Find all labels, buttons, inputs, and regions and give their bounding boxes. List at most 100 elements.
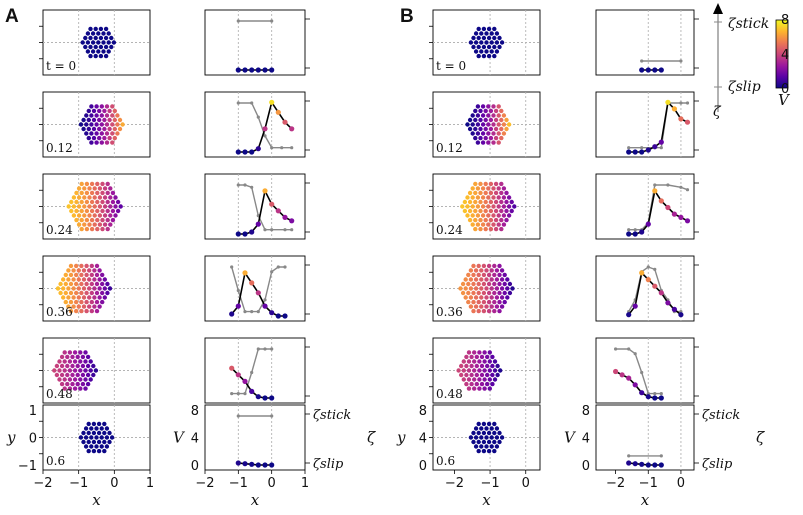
particle (501, 131, 507, 136)
particle (80, 381, 86, 387)
particle (501, 204, 507, 209)
particle (88, 44, 93, 50)
particle (98, 53, 104, 59)
particle (105, 217, 110, 223)
particle (490, 363, 495, 369)
particle (71, 277, 76, 282)
particle (491, 222, 496, 227)
particle (102, 135, 107, 141)
particle (492, 359, 498, 364)
velocity-point (665, 300, 671, 306)
particle (499, 435, 505, 440)
particle (104, 140, 110, 145)
particle (478, 117, 483, 123)
particle (486, 131, 491, 136)
particle (102, 222, 108, 227)
particle (499, 190, 504, 196)
particle (97, 117, 102, 123)
particle (489, 277, 494, 282)
particle (105, 290, 110, 296)
particle (81, 268, 87, 273)
particle (75, 372, 80, 378)
particle (499, 117, 504, 123)
particle (482, 350, 487, 355)
particle (78, 368, 83, 373)
particle (470, 213, 475, 218)
particle (466, 299, 471, 305)
particle (506, 213, 512, 218)
particle (93, 26, 98, 32)
particle (492, 44, 497, 50)
particle (105, 181, 110, 187)
particle (475, 222, 481, 227)
profile-y-tick-label: 4 (191, 432, 199, 447)
particle (87, 195, 92, 200)
particle (89, 140, 94, 145)
particle (473, 40, 479, 45)
particle (107, 126, 112, 132)
particle (496, 186, 501, 191)
particle (84, 299, 89, 305)
particle (483, 181, 488, 187)
particle (456, 368, 461, 373)
scatter-y-tick-label: 1 (29, 404, 37, 419)
particle (497, 290, 502, 296)
particle (97, 222, 103, 227)
time-label: 0.6 (436, 454, 455, 468)
particle (486, 448, 492, 454)
particle (74, 281, 79, 287)
scatter-x-tick-label: −2 (445, 476, 464, 491)
profile-y-tick-label: 8 (191, 404, 199, 419)
particle (94, 272, 100, 278)
profile-y-axis-label: V (173, 429, 186, 447)
particle (70, 354, 75, 360)
particle (91, 117, 97, 123)
particle (487, 350, 492, 355)
particle (499, 126, 504, 132)
particle (489, 444, 494, 449)
particle (67, 377, 73, 382)
particle (109, 435, 115, 440)
velocity-point (289, 218, 295, 224)
particle (468, 277, 474, 282)
particle (91, 372, 96, 378)
particle (66, 304, 71, 309)
particle (471, 272, 476, 278)
particle (488, 181, 494, 187)
particle (74, 272, 79, 278)
particle (476, 53, 481, 59)
particle (481, 53, 487, 59)
velocity-point (626, 312, 632, 318)
particle (94, 263, 100, 269)
velocity-point (658, 462, 664, 468)
particle (468, 435, 474, 440)
particle (83, 377, 88, 382)
velocity-point (275, 109, 281, 115)
particle (473, 108, 478, 114)
particle (75, 354, 80, 360)
particle (106, 49, 111, 54)
particle (496, 204, 501, 209)
particle (89, 226, 95, 232)
particle (506, 122, 512, 127)
particle (95, 217, 100, 223)
particle (68, 281, 74, 287)
particle (494, 40, 500, 45)
particle-cluster (66, 181, 123, 232)
particle (102, 286, 108, 291)
particle (89, 263, 95, 269)
state-point (627, 347, 631, 351)
particle (89, 131, 94, 136)
particle (85, 40, 91, 45)
particle (481, 430, 487, 436)
particle (62, 377, 67, 382)
profile-x-tick-label: 1 (301, 476, 309, 491)
velocity-point (275, 313, 281, 319)
particle (466, 350, 472, 355)
velocity-point (639, 390, 645, 396)
profile-y-tick-label: 0 (191, 459, 199, 474)
particle (486, 35, 492, 41)
particle (94, 104, 99, 109)
particle (94, 299, 100, 305)
